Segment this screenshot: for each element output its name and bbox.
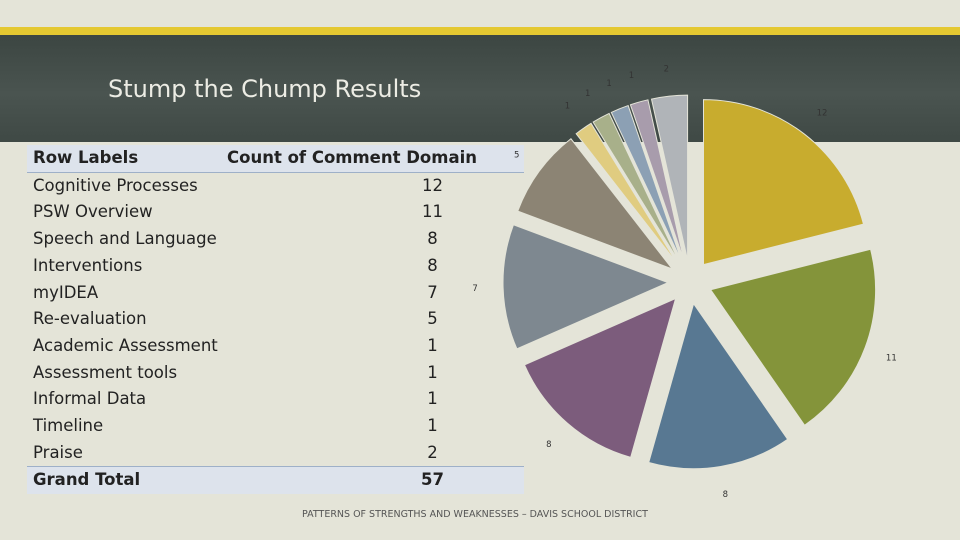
row-label: Assessment tools [33, 362, 178, 382]
row-label: Cognitive Processes [33, 175, 198, 195]
pie-slice-interventions [523, 297, 677, 458]
row-value: 1 [427, 416, 438, 436]
pie-slice-myidea [502, 224, 670, 350]
table-row: Praise 2 [27, 440, 524, 467]
table-row: Speech and Language 8 [27, 226, 524, 253]
grand-total-label: Grand Total [27, 466, 221, 495]
pie-slice-timeline [629, 99, 685, 261]
grand-total-row: Grand Total 57 [27, 466, 524, 495]
row-value: 12 [422, 175, 443, 195]
row-value: 5 [427, 309, 438, 329]
pie-data-label: 1 [629, 71, 634, 81]
row-value: 1 [427, 335, 438, 355]
row-value: 2 [427, 442, 438, 462]
pie-slice-academic-assessment [575, 122, 678, 265]
grand-total-value: 57 [221, 466, 524, 495]
row-value: 7 [427, 282, 438, 302]
pivot-table: Row Labels Count of Comment Domain Cogni… [27, 145, 524, 495]
pie-data-label: 12 [817, 108, 828, 118]
table-row: myIDEA 7 [27, 280, 524, 307]
row-label: Interventions [33, 255, 143, 275]
pie-slice-praise [650, 94, 689, 261]
row-label: Re-evaluation [33, 309, 147, 329]
title-band [0, 35, 960, 142]
pie-slice-re-evaluation [517, 138, 674, 271]
table-row: Academic Assessment 1 [27, 333, 524, 360]
table-row: Interventions 8 [27, 253, 524, 280]
pie-slice-informal-data [610, 104, 683, 262]
row-value: 1 [427, 362, 438, 382]
row-label: PSW Overview [33, 202, 153, 222]
row-value: 8 [427, 255, 438, 275]
header-count: Count of Comment Domain [221, 145, 524, 173]
table-row: PSW Overview 11 [27, 199, 524, 226]
row-value: 11 [422, 202, 443, 222]
pie-data-label: 5 [514, 151, 519, 161]
pie-data-label: 8 [723, 490, 728, 500]
pie-data-label: 1 [565, 101, 570, 111]
pie-data-label: 8 [546, 440, 551, 450]
pie-data-label: 7 [472, 284, 477, 294]
row-label: Academic Assessment [33, 335, 218, 355]
table-row: Informal Data 1 [27, 386, 524, 413]
pie-slice-psw-overview [709, 248, 877, 427]
pie-data-label: 2 [664, 64, 669, 74]
row-label: Speech and Language [33, 229, 217, 249]
row-label: Timeline [33, 416, 104, 436]
accent-stripe [0, 27, 960, 35]
pie-slice-assessment-tools [592, 112, 680, 263]
row-value: 1 [427, 389, 438, 409]
pie-slice-cognitive-processes [703, 99, 865, 266]
slide-title: Stump the Chump Results [108, 75, 422, 103]
footer-text: PATTERNS OF STRENGTHS AND WEAKNESSES – D… [302, 509, 648, 520]
table-row: Re-evaluation 5 [27, 306, 524, 333]
pie-data-label: 11 [886, 353, 897, 363]
pie-data-label: 1 [585, 89, 590, 99]
table-row: Cognitive Processes 12 [27, 172, 524, 199]
table-row: Assessment tools 1 [27, 360, 524, 387]
pie-slice-speech-and-language [648, 302, 789, 470]
row-label: Informal Data [33, 389, 147, 409]
header-row-labels: Row Labels [27, 145, 221, 173]
pie-data-label: 1 [606, 79, 611, 89]
row-label: Praise [33, 442, 83, 462]
table-row: Timeline 1 [27, 413, 524, 440]
row-label: myIDEA [33, 282, 99, 302]
pivot-header-row: Row Labels Count of Comment Domain [27, 145, 524, 173]
row-value: 8 [427, 229, 438, 249]
